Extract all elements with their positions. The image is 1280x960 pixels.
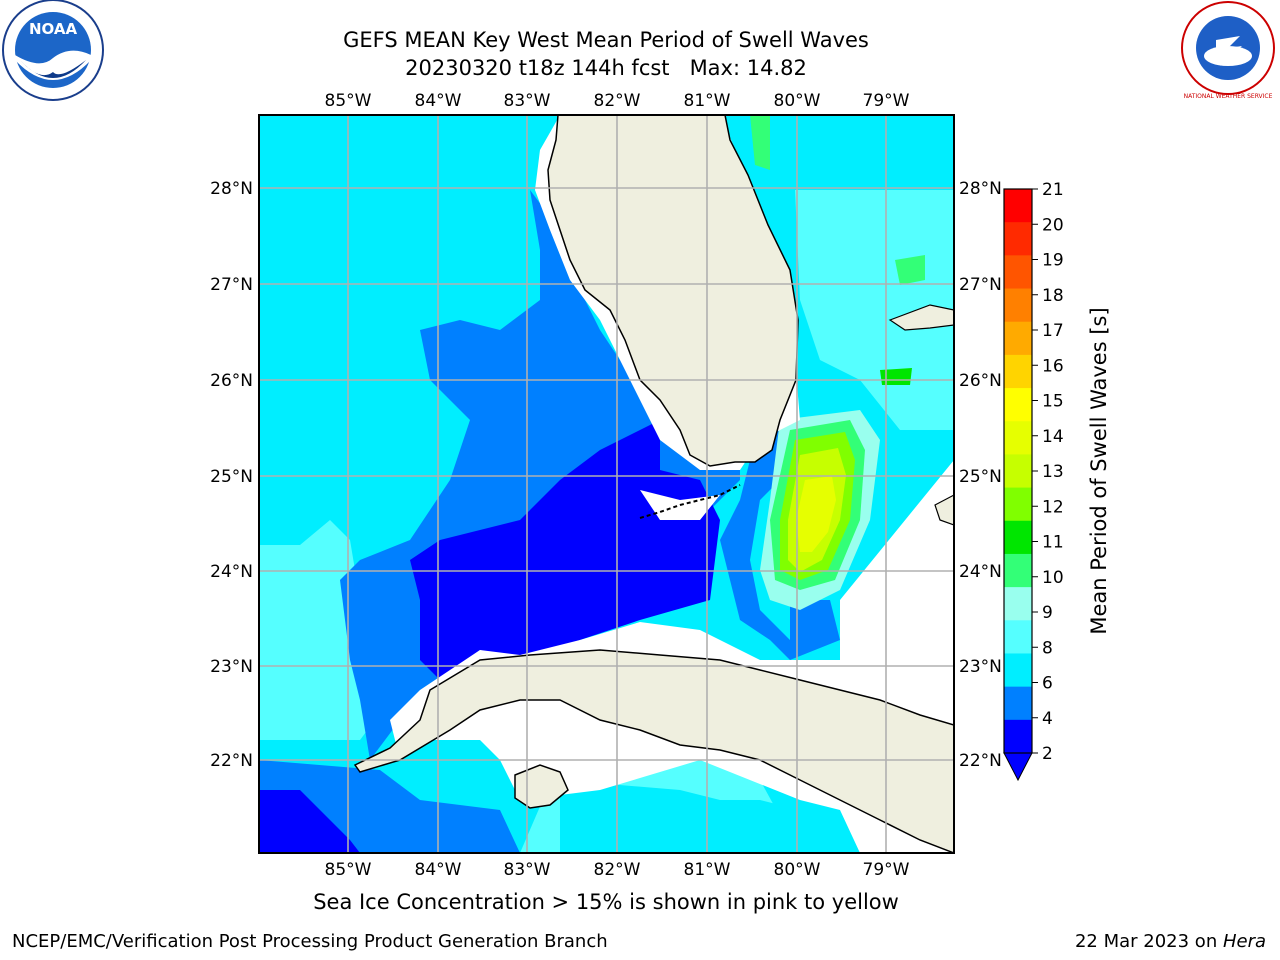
colorbar-tick-label: 14 <box>1042 427 1064 447</box>
lon-label: 80°W <box>774 91 821 111</box>
lon-label: 81°W <box>684 91 731 111</box>
lat-label: 24°N <box>959 562 1002 582</box>
lat-label: 23°N <box>959 657 1002 677</box>
colorbar-tick-label: 16 <box>1042 356 1064 376</box>
title-line-2: 20230320 t18z 144h fcst Max: 14.82 <box>405 56 807 80</box>
colorbar-tick-label: 2 <box>1042 744 1053 764</box>
map-frame <box>258 114 955 854</box>
nws-logo-text: NATIONAL WEATHER SERVICE <box>1184 93 1273 100</box>
colorbar-tick-label: 11 <box>1042 533 1064 553</box>
lon-label: 81°W <box>684 860 731 880</box>
colorbar-band <box>1004 553 1032 588</box>
colorbar-band <box>1004 719 1032 754</box>
lon-label: 82°W <box>594 860 641 880</box>
footer-host: Hera <box>1222 931 1266 952</box>
map-title: GEFS MEAN Key West Mean Period of Swell … <box>258 26 954 82</box>
colorbar-tick-label: 9 <box>1042 603 1053 623</box>
colorbar-band <box>1004 587 1032 621</box>
colorbar-band <box>1004 321 1032 356</box>
colorbar-tick-label: 6 <box>1042 674 1053 694</box>
colorbar-band <box>1004 189 1032 223</box>
colorbar-tick-label: 12 <box>1042 497 1064 517</box>
lon-label: 83°W <box>504 91 551 111</box>
colorbar-band <box>1004 255 1032 290</box>
colorbar-ticks: 21 20 19 18 17 16 15 14 13 12 11 10 9 8 6 4 2 <box>1032 180 1064 764</box>
noaa-logo-text: NOAA <box>29 20 78 38</box>
colorbar-band <box>1004 388 1032 422</box>
lat-label: 22°N <box>959 751 1002 771</box>
colorbar-band <box>1004 454 1032 489</box>
colorbar-band <box>1004 288 1032 323</box>
nws-logo: NATIONAL WEATHER SERVICE <box>1181 1 1275 100</box>
colorbar-tick-label: 10 <box>1042 568 1064 588</box>
lat-label: 27°N <box>210 275 253 295</box>
footer-date: 22 Mar 2023 on Hera <box>1075 931 1266 952</box>
colorbar-bands <box>1004 189 1032 754</box>
lat-label: 26°N <box>210 371 253 391</box>
colorbar-tick-label: 8 <box>1042 638 1053 658</box>
lon-label: 85°W <box>325 91 372 111</box>
colorbar-label: Mean Period of Swell Waves [s] <box>1087 307 1111 634</box>
lat-label: 25°N <box>210 467 253 487</box>
colorbar-band <box>1004 653 1032 688</box>
colorbar-band <box>1004 354 1032 389</box>
colorbar-tick-label: 21 <box>1042 180 1064 200</box>
colorbar-tick-label: 20 <box>1042 215 1064 235</box>
colorbar-band <box>1004 487 1032 522</box>
colorbar-tick-label: 17 <box>1042 321 1064 341</box>
colorbar-tick-label: 19 <box>1042 251 1064 271</box>
colorbar-tick-label: 4 <box>1042 709 1053 729</box>
lon-label: 79°W <box>863 91 910 111</box>
lon-label: 80°W <box>774 860 821 880</box>
colorbar-band <box>1004 520 1032 555</box>
colorbar-band <box>1004 222 1032 256</box>
lat-label: 24°N <box>210 562 253 582</box>
colorbar-band <box>1004 620 1032 654</box>
colorbar-extend-arrow <box>1003 752 1033 782</box>
colorbar: 21 20 19 18 17 16 15 14 13 12 11 10 9 8 6 4 2 Mean Perio… <box>1003 180 1111 782</box>
lat-label: 23°N <box>210 657 253 677</box>
footer-date-text: 22 Mar 2023 on <box>1074 931 1223 952</box>
lon-label: 84°W <box>415 860 462 880</box>
lon-label: 83°W <box>504 860 551 880</box>
lon-label: 85°W <box>325 860 372 880</box>
lat-label: 25°N <box>959 467 1002 487</box>
lon-label: 84°W <box>415 91 462 111</box>
lat-label: 28°N <box>210 179 253 199</box>
lat-label: 28°N <box>959 179 1002 199</box>
lat-label: 26°N <box>959 371 1002 391</box>
swell-period-field <box>259 115 954 853</box>
colorbar-band <box>1004 686 1032 721</box>
lon-label: 79°W <box>863 860 910 880</box>
lat-labels-right: 28°N 27°N 26°N 25°N 24°N 23°N 22°N <box>959 179 1002 771</box>
lon-label: 82°W <box>594 91 641 111</box>
lat-label: 27°N <box>959 275 1002 295</box>
lon-labels-top: 85°W 84°W 83°W 82°W 81°W 80°W 79°W <box>325 91 910 111</box>
colorbar-tick-label: 18 <box>1042 286 1064 306</box>
lat-labels-left: 28°N 27°N 26°N 25°N 24°N 23°N 22°N <box>210 179 253 771</box>
footer-credit: NCEP/EMC/Verification Post Processing Pr… <box>12 931 608 952</box>
sea-ice-note: Sea Ice Concentration > 15% is shown in … <box>313 890 899 914</box>
map-gridlines <box>259 115 954 853</box>
lat-label: 22°N <box>210 751 253 771</box>
title-line-1: GEFS MEAN Key West Mean Period of Swell … <box>343 28 869 52</box>
lon-labels-bottom: 85°W 84°W 83°W 82°W 81°W 80°W 79°W <box>325 860 910 880</box>
noaa-logo: NOAA <box>2 0 104 101</box>
colorbar-tick-label: 15 <box>1042 392 1064 412</box>
colorbar-band <box>1004 421 1032 455</box>
colorbar-tick-label: 13 <box>1042 462 1064 482</box>
